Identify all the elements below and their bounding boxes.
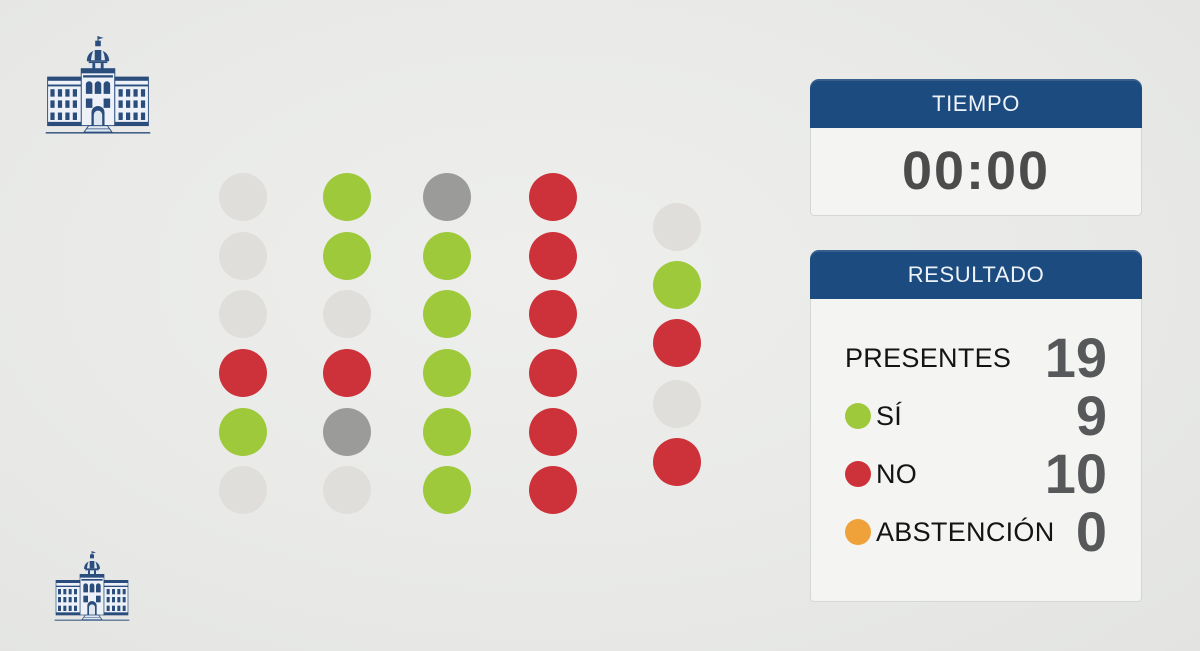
seat-dot-yes <box>219 408 267 456</box>
no-dot-icon <box>845 461 871 487</box>
seat-dot-no <box>529 290 577 338</box>
result-body: PRESENTES 19 SÍ 9 NO 10 ABSTENCIÓN 0 <box>811 299 1141 561</box>
abstencion-label: ABSTENCIÓN <box>876 516 1055 547</box>
si-value: 9 <box>1075 384 1107 447</box>
seat-dot-no <box>653 319 701 367</box>
seat-dot-yes <box>423 349 471 397</box>
no-label: NO <box>876 458 918 489</box>
timer-body: 00:00 <box>811 128 1141 214</box>
result-row-si: SÍ 9 <box>845 387 1107 445</box>
building-icon <box>42 34 154 136</box>
seat-dot-empty <box>219 290 267 338</box>
seat-dot-no <box>529 349 577 397</box>
seat-dot-empty <box>323 466 371 514</box>
timer-value: 00:00 <box>901 141 1051 201</box>
seat-dot-no <box>529 408 577 456</box>
seat-dot-no <box>529 232 577 280</box>
result-panel: RESULTADO PRESENTES 19 SÍ 9 NO 10 ABSTEN… <box>810 250 1142 602</box>
building-icon <box>52 543 132 629</box>
seat-dot-yes <box>323 232 371 280</box>
no-value: 10 <box>1044 442 1107 505</box>
seat-dot-empty <box>653 203 701 251</box>
seat-dot-empty <box>323 290 371 338</box>
abstencion-value: 0 <box>1075 500 1107 563</box>
seat-dot-no <box>529 466 577 514</box>
seat-dot-yes <box>323 173 371 221</box>
seat-dot-no <box>323 349 371 397</box>
si-label: SÍ <box>876 400 903 431</box>
result-row-abstencion: ABSTENCIÓN 0 <box>845 503 1107 561</box>
seat-dot-no <box>529 173 577 221</box>
seat-dot-yes <box>423 232 471 280</box>
abstention-dot-icon <box>845 519 871 545</box>
seat-dot-empty <box>653 380 701 428</box>
building-logo-top <box>42 34 154 136</box>
seat-dot-yes <box>423 290 471 338</box>
seat-dot-yes <box>423 466 471 514</box>
seat-dot-yes <box>653 261 701 309</box>
yes-dot-icon <box>845 403 871 429</box>
timer-panel: TIEMPO 00:00 <box>810 79 1142 216</box>
seat-dot-empty <box>219 466 267 514</box>
seat-dot-empty <box>219 232 267 280</box>
presentes-value: 19 <box>1044 326 1107 389</box>
seat-dot-no <box>219 349 267 397</box>
result-row-presentes: PRESENTES 19 <box>845 329 1107 387</box>
timer-panel-title: TIEMPO <box>932 90 1020 116</box>
seat-dot-no <box>653 438 701 486</box>
presentes-label: PRESENTES <box>845 342 1012 373</box>
seat-dot-empty <box>219 173 267 221</box>
result-panel-header: RESULTADO <box>810 250 1142 299</box>
result-panel-title: RESULTADO <box>907 261 1045 287</box>
seat-dot-present <box>323 408 371 456</box>
seat-dot-present <box>423 173 471 221</box>
result-row-no: NO 10 <box>845 445 1107 503</box>
timer-panel-header: TIEMPO <box>810 79 1142 128</box>
seat-dot-yes <box>423 408 471 456</box>
building-logo-bottom <box>52 543 132 629</box>
